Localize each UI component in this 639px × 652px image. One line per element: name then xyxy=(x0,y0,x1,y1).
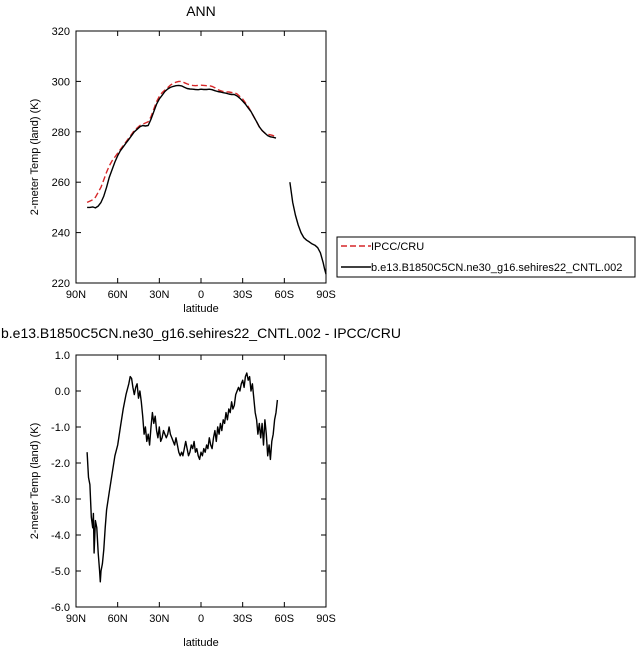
chart-panel-bottom: b.e13.B1850C5CN.ne30_g16.sehires22_CNTL.… xyxy=(1,325,401,649)
y-tick-label: -1.0 xyxy=(51,422,70,434)
y-tick-label: 220 xyxy=(52,278,70,290)
y-tick-label: 1.0 xyxy=(55,350,70,362)
x-tick-label: 30N xyxy=(149,613,169,625)
x-tick-label: 60S xyxy=(275,289,295,301)
series-line-0 xyxy=(86,372,279,583)
x-tick-label: 90N xyxy=(66,289,86,301)
y-tick-label: 260 xyxy=(52,177,70,189)
y-tick-label: 280 xyxy=(52,127,70,139)
y-axis-ticks: 220 240 260 280 300 320 xyxy=(52,26,326,290)
y-tick-label: -5.0 xyxy=(51,566,70,578)
y-tick-label: -3.0 xyxy=(51,494,70,506)
y-tick-label: 300 xyxy=(52,76,70,88)
x-tick-label: 60N xyxy=(108,613,128,625)
series-layer xyxy=(86,80,327,275)
legend: IPCC/CRU b.e13.B1850C5CN.ne30_g16.sehire… xyxy=(336,236,636,278)
x-axis-ticks: 90N 60N 30N 0 30S 60S 90S xyxy=(66,31,336,301)
plot-frame xyxy=(75,30,327,284)
y-tick-label: 320 xyxy=(52,26,70,38)
series-line-0 xyxy=(86,80,277,204)
plot-frame xyxy=(75,354,327,608)
x-tick-label: 90S xyxy=(316,613,336,625)
chart-title: b.e13.B1850C5CN.ne30_g16.sehires22_CNTL.… xyxy=(1,325,401,341)
y-tick-label: 0.0 xyxy=(55,386,70,398)
x-tick-label: 30S xyxy=(233,613,253,625)
y-tick-label: -6.0 xyxy=(51,602,70,614)
y-tick-label: -2.0 xyxy=(51,458,70,470)
series-line-1 xyxy=(87,84,277,209)
y-axis-title: 2-meter Temp (land) (K) xyxy=(29,99,41,216)
chart-title: ANN xyxy=(186,3,216,19)
x-axis-title: latitude xyxy=(183,637,218,649)
legend-label-ipcc-cru: IPCC/CRU xyxy=(371,241,424,253)
x-tick-label: 0 xyxy=(198,289,204,301)
legend-label-model: b.e13.B1850C5CN.ne30_g16.sehires22_CNTL.… xyxy=(371,262,622,274)
x-tick-label: 60N xyxy=(108,289,128,301)
x-tick-label: 0 xyxy=(198,613,204,625)
x-tick-label: 90S xyxy=(316,289,336,301)
x-tick-label: 30S xyxy=(233,289,253,301)
x-tick-label: 90N xyxy=(66,613,86,625)
x-tick-label: 30N xyxy=(149,289,169,301)
y-tick-label: -4.0 xyxy=(51,530,70,542)
x-tick-label: 60S xyxy=(275,613,295,625)
x-axis-title: latitude xyxy=(183,303,218,315)
y-axis-ticks: -6.0 -5.0 -4.0 -3.0 -2.0 -1.0 0.0 1.0 xyxy=(51,350,326,614)
y-axis-title: 2-meter Temp (land) (K) xyxy=(29,423,41,540)
series-layer xyxy=(86,372,279,583)
series-line-1 xyxy=(289,182,327,275)
x-axis-ticks: 90N 60N 30N 0 30S 60S 90S xyxy=(66,355,336,625)
y-tick-label: 240 xyxy=(52,228,70,240)
legend-box xyxy=(336,236,636,278)
